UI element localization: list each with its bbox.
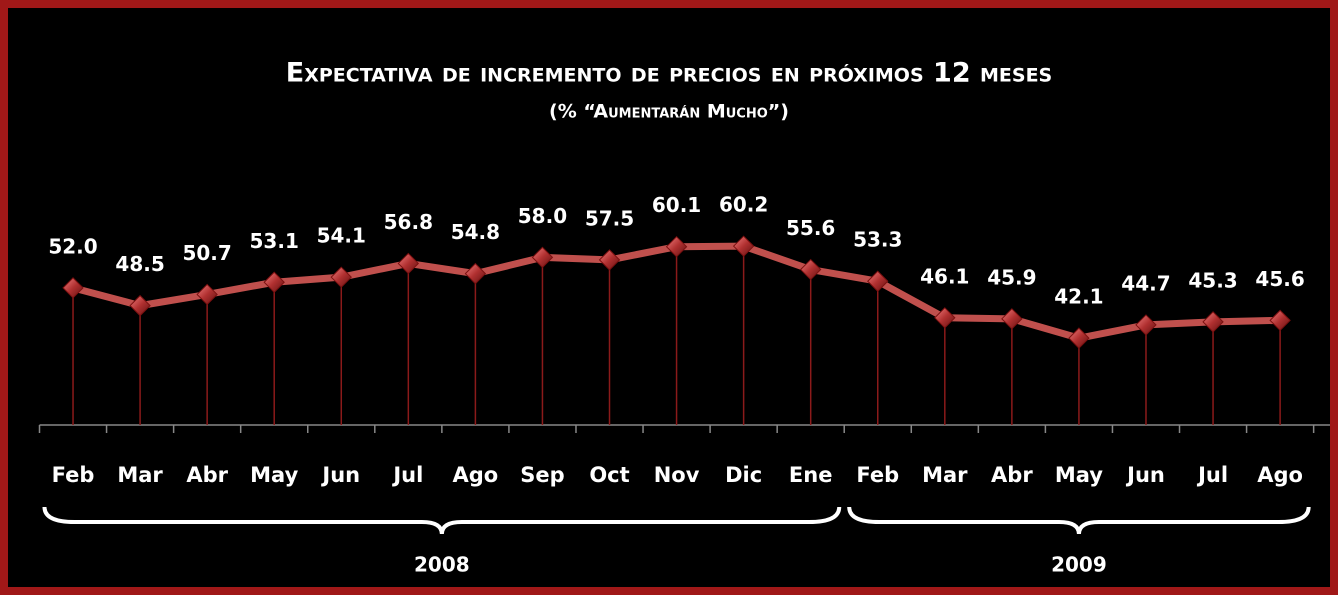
group-label: 2008	[414, 553, 470, 577]
data-label: 46.1	[920, 264, 969, 288]
marker	[330, 266, 352, 288]
data-label: 57.5	[585, 206, 634, 230]
marker	[732, 235, 755, 257]
x-tick-label: Jul	[391, 463, 423, 487]
x-tick-label: Nov	[654, 463, 700, 487]
data-label: 48.5	[115, 252, 164, 276]
x-tick-label: Oct	[589, 463, 629, 487]
data-label: 54.8	[451, 220, 500, 244]
x-tick-label: May	[250, 463, 298, 487]
data-label: 45.9	[987, 265, 1036, 289]
group-brace	[847, 506, 1311, 535]
marker	[531, 246, 554, 269]
data-label: 42.1	[1054, 285, 1103, 309]
marker	[598, 249, 621, 271]
x-tick-label: Dic	[725, 463, 762, 487]
x-tick-label: Ago	[1257, 463, 1303, 487]
marker	[1269, 309, 1291, 332]
marker	[1001, 308, 1023, 330]
chart-title: Expectativa de incremento de precios en …	[286, 58, 1053, 89]
data-label: 58.0	[518, 204, 567, 228]
marker	[799, 258, 822, 281]
marker	[263, 271, 285, 293]
x-tick-label: Ene	[789, 463, 833, 487]
marker	[129, 294, 151, 317]
x-tick-label: Sep	[520, 463, 564, 487]
marker	[1068, 327, 1090, 349]
x-tick-label: Mar	[922, 463, 968, 487]
marker	[1202, 311, 1224, 333]
data-label: 44.7	[1121, 271, 1170, 295]
data-label: 53.3	[853, 228, 902, 252]
data-label: 55.6	[786, 216, 835, 240]
marker	[464, 262, 487, 285]
data-label: 54.1	[317, 224, 366, 248]
x-tick-label: Ago	[453, 463, 499, 487]
data-label: 45.3	[1188, 268, 1237, 292]
x-tick-label: Feb	[52, 463, 95, 487]
chart-subtitle: (% “Aumentarán Mucho”)	[549, 101, 789, 123]
data-label: 60.2	[719, 193, 768, 217]
marker	[397, 252, 420, 275]
background	[8, 8, 1330, 587]
marker	[867, 270, 889, 292]
x-tick-label: Jun	[320, 463, 360, 487]
x-tick-label: Feb	[856, 463, 899, 487]
marker	[62, 277, 84, 299]
marker	[196, 283, 218, 306]
marker	[1135, 314, 1157, 336]
data-label: 53.1	[250, 229, 299, 253]
group-brace	[42, 506, 842, 535]
group-label: 2009	[1051, 553, 1107, 577]
data-label: 45.6	[1255, 267, 1304, 291]
marker	[665, 235, 688, 258]
x-tick-label: Jun	[1125, 463, 1165, 487]
x-tick-label: May	[1055, 463, 1103, 487]
data-label: 60.1	[652, 193, 701, 217]
marker	[934, 307, 956, 329]
x-tick-label: Abr	[991, 463, 1033, 487]
x-tick-label: Jul	[1196, 463, 1228, 487]
data-label: 50.7	[182, 241, 231, 265]
x-tick-label: Mar	[117, 463, 163, 487]
data-label: 56.8	[384, 210, 433, 234]
x-tick-label: Abr	[186, 463, 228, 487]
data-label: 52.0	[48, 234, 97, 258]
